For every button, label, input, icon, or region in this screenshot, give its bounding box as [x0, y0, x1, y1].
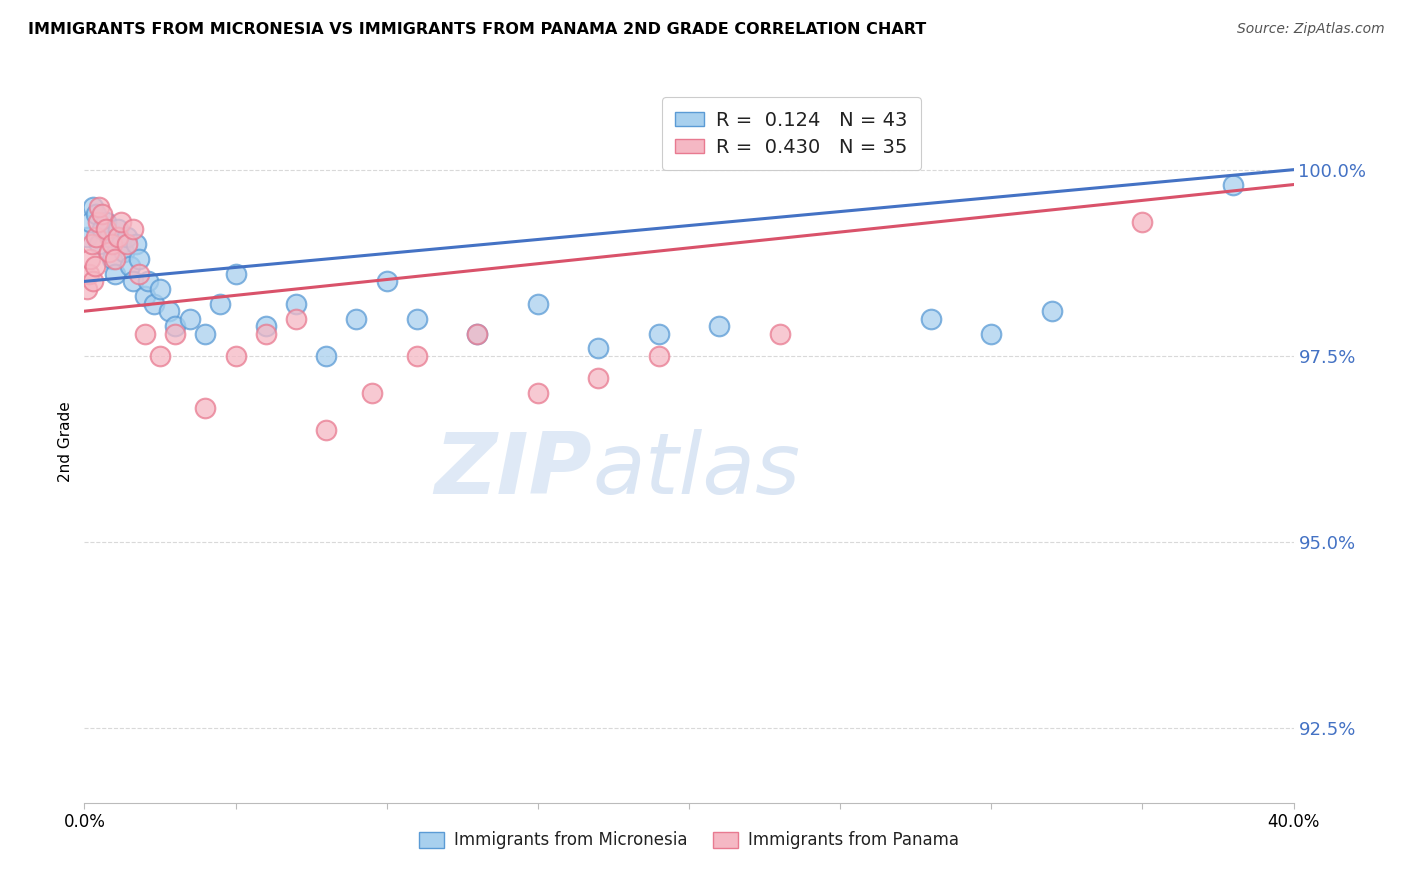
Point [1132, 215, 1154, 229]
Point [157, 304, 180, 318]
Point [97, 229, 120, 244]
Point [1222, 178, 1244, 192]
Point [588, 371, 610, 385]
Point [194, 401, 217, 415]
Point [315, 423, 337, 437]
Point [149, 349, 172, 363]
Point [86, 207, 108, 221]
Point [648, 349, 671, 363]
Point [648, 326, 671, 341]
Point [76, 229, 98, 244]
Point [89, 200, 111, 214]
Point [527, 386, 550, 401]
Point [91, 222, 114, 236]
Point [94, 222, 117, 236]
Point [194, 326, 217, 341]
Point [104, 252, 127, 266]
Point [709, 319, 731, 334]
Point [121, 222, 143, 236]
Point [179, 311, 201, 326]
Point [110, 237, 132, 252]
Point [285, 297, 308, 311]
Point [89, 237, 111, 252]
Point [588, 342, 610, 356]
Text: Source: ZipAtlas.com: Source: ZipAtlas.com [1237, 22, 1385, 37]
Point [315, 349, 337, 363]
Point [254, 319, 277, 334]
Y-axis label: 2nd Grade: 2nd Grade [58, 401, 73, 482]
Point [254, 326, 277, 341]
Point [115, 229, 138, 244]
Point [134, 326, 156, 341]
Point [77, 267, 100, 281]
Point [110, 215, 132, 229]
Point [209, 297, 232, 311]
Point [142, 297, 165, 311]
Point [82, 200, 104, 214]
Point [769, 326, 792, 341]
Point [100, 252, 122, 266]
Legend: Immigrants from Micronesia, Immigrants from Panama: Immigrants from Micronesia, Immigrants f… [412, 824, 966, 856]
Point [165, 319, 187, 334]
Point [125, 237, 148, 252]
Point [91, 207, 114, 221]
Text: atlas: atlas [592, 429, 800, 512]
Point [86, 229, 108, 244]
Point [97, 244, 120, 259]
Point [1040, 304, 1063, 318]
Point [375, 274, 398, 288]
Point [100, 237, 122, 252]
Point [467, 326, 489, 341]
Text: ZIP: ZIP [434, 429, 592, 512]
Point [920, 311, 942, 326]
Text: IMMIGRANTS FROM MICRONESIA VS IMMIGRANTS FROM PANAMA 2ND GRADE CORRELATION CHART: IMMIGRANTS FROM MICRONESIA VS IMMIGRANTS… [28, 22, 927, 37]
Point [165, 326, 187, 341]
Point [467, 326, 489, 341]
Point [107, 229, 129, 244]
Point [128, 252, 150, 266]
Point [360, 386, 382, 401]
Point [79, 252, 101, 266]
Point [82, 274, 104, 288]
Point [107, 222, 129, 236]
Point [118, 260, 141, 274]
Point [406, 349, 429, 363]
Point [80, 237, 103, 252]
Point [980, 326, 1002, 341]
Point [149, 282, 172, 296]
Point [87, 215, 110, 229]
Point [527, 297, 550, 311]
Point [346, 311, 368, 326]
Point [128, 267, 150, 281]
Point [134, 289, 156, 303]
Point [84, 260, 107, 274]
Point [104, 267, 127, 281]
Point [115, 237, 138, 252]
Point [79, 215, 101, 229]
Point [76, 282, 98, 296]
Point [225, 267, 247, 281]
Point [136, 274, 159, 288]
Point [225, 349, 247, 363]
Point [94, 215, 117, 229]
Point [406, 311, 429, 326]
Point [121, 274, 143, 288]
Point [112, 244, 135, 259]
Point [285, 311, 308, 326]
